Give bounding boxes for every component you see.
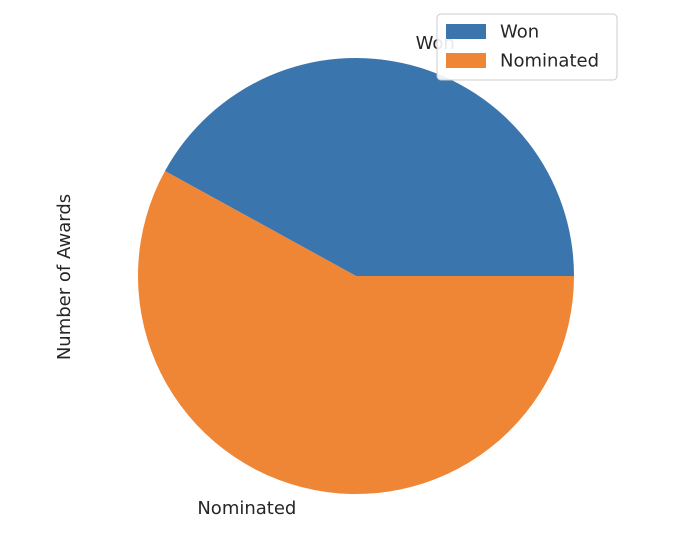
legend: Won Nominated: [436, 13, 618, 81]
legend-swatch-won: [446, 24, 486, 39]
legend-label-won: Won: [500, 22, 539, 43]
legend-label-nominated: Nominated: [500, 51, 599, 72]
pie-slice-won: [164, 58, 574, 277]
pie-slices: [137, 58, 575, 495]
pie-slice-nominated: [137, 170, 575, 495]
pie-label-nominated: Nominated: [197, 498, 296, 519]
legend-entries: Won Nominated: [446, 22, 599, 72]
legend-swatch-nominated: [446, 53, 486, 68]
y-axis-label: Number of Awards: [54, 194, 75, 360]
